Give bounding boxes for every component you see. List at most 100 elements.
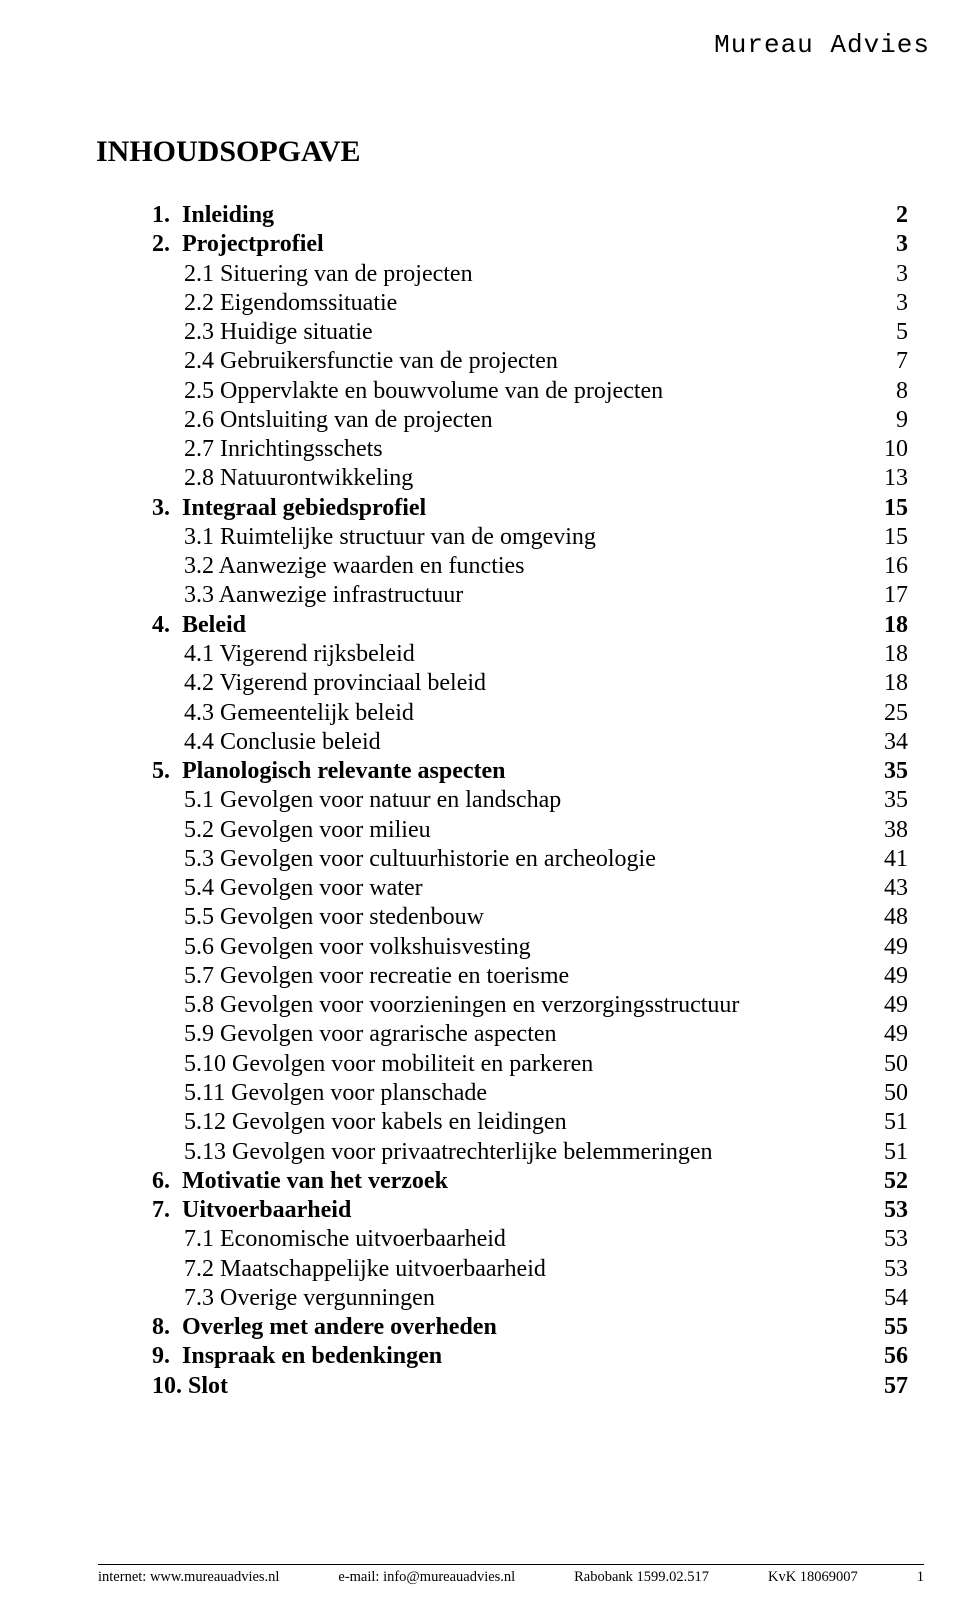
toc-page-number: 8 [868,377,908,406]
toc-page-number: 35 [868,786,908,815]
toc-page-number: 54 [868,1284,908,1313]
toc-row: 2.8 Natuurontwikkeling 13 [152,464,908,493]
toc-label: 2.7 Inrichtingsschets [152,435,383,464]
toc-label: 9. Inspraak en bedenkingen [152,1342,442,1371]
toc-label: 2.4 Gebruikersfunctie van de projecten [152,347,558,376]
toc-page-number: 15 [868,494,908,523]
table-of-contents: 1. Inleiding22. Projectprofiel32.1 Situe… [152,201,908,1401]
toc-label: 10. Slot [152,1372,228,1401]
toc-page-number: 5 [868,318,908,347]
toc-label: 5.2 Gevolgen voor milieu [152,816,431,845]
toc-label: 4. Beleid [152,611,246,640]
toc-page-number: 50 [868,1079,908,1108]
toc-label: 5.7 Gevolgen voor recreatie en toerisme [152,962,569,991]
toc-label: 3.1 Ruimtelijke structuur van de omgevin… [152,523,596,552]
toc-row: 1. Inleiding 2 [152,201,908,230]
footer-email: e-mail: info@mureauadvies.nl [338,1569,515,1586]
toc-row: 5.4 Gevolgen voor water 43 [152,874,908,903]
toc-label: 2.2 Eigendomssituatie [152,289,397,318]
toc-row: 5.9 Gevolgen voor agrarische aspecten 49 [152,1020,908,1049]
toc-label: 2.5 Oppervlakte en bouwvolume van de pro… [152,377,663,406]
toc-page-number: 25 [868,699,908,728]
toc-page-number: 43 [868,874,908,903]
toc-label: 7.1 Economische uitvoerbaarheid [152,1225,506,1254]
toc-page-number: 38 [868,816,908,845]
toc-page-number: 10 [868,435,908,464]
toc-label: 1. Inleiding [152,201,274,230]
toc-page-number: 34 [868,728,908,757]
toc-row: 5.3 Gevolgen voor cultuurhistorie en arc… [152,845,908,874]
toc-row: 3. Integraal gebiedsprofiel 15 [152,494,908,523]
toc-row: 4.3 Gemeentelijk beleid 25 [152,699,908,728]
toc-page-number: 49 [868,962,908,991]
toc-row: 7.1 Economische uitvoerbaarheid53 [152,1225,908,1254]
toc-page-number: 35 [868,757,908,786]
toc-label: 5.6 Gevolgen voor volkshuisvesting [152,933,531,962]
toc-page-number: 17 [868,581,908,610]
toc-page-number: 15 [868,523,908,552]
toc-row: 2.1 Situering van de projecten 3 [152,260,908,289]
toc-page-number: 41 [868,845,908,874]
toc-row: 6. Motivatie van het verzoek 52 [152,1167,908,1196]
toc-row: 7.3 Overige vergunningen54 [152,1284,908,1313]
footer-rule [98,1564,924,1565]
toc-row: 7.2 Maatschappelijke uitvoerbaarheid53 [152,1255,908,1284]
toc-row: 5.7 Gevolgen voor recreatie en toerisme 4… [152,962,908,991]
toc-row: 3.1 Ruimtelijke structuur van de omgevin… [152,523,908,552]
toc-label: 2.8 Natuurontwikkeling [152,464,413,493]
toc-label: 4.1 Vigerend rijksbeleid [152,640,415,669]
toc-page-number: 18 [868,611,908,640]
toc-label: 5.5 Gevolgen voor stedenbouw [152,903,484,932]
toc-row: 9. Inspraak en bedenkingen56 [152,1342,908,1371]
toc-label: 3. Integraal gebiedsprofiel [152,494,426,523]
toc-page-number: 3 [868,260,908,289]
toc-page-number: 13 [868,464,908,493]
toc-page-number: 57 [868,1372,908,1401]
toc-label: 5.13 Gevolgen voor privaatrechterlijke b… [152,1138,712,1167]
toc-row: 2.2 Eigendomssituatie3 [152,289,908,318]
toc-label: 5.11 Gevolgen voor planschade [152,1079,487,1108]
toc-label: 2.1 Situering van de projecten [152,260,473,289]
footer-internet: internet: www.mureauadvies.nl [98,1569,279,1586]
toc-page-number: 51 [868,1138,908,1167]
toc-row: 2.3 Huidige situatie 5 [152,318,908,347]
toc-page-number: 50 [868,1050,908,1079]
toc-row: 7. Uitvoerbaarheid 53 [152,1196,908,1225]
toc-page-number: 3 [868,230,908,259]
toc-label: 3.2 Aanwezige waarden en functies [152,552,525,581]
toc-label: 5.3 Gevolgen voor cultuurhistorie en arc… [152,845,656,874]
toc-label: 5.4 Gevolgen voor water [152,874,423,903]
toc-label: 5.8 Gevolgen voor voorzieningen en verzo… [152,991,739,1020]
footer-bank: Rabobank 1599.02.517 [574,1569,709,1586]
toc-row: 4.4 Conclusie beleid34 [152,728,908,757]
toc-row: 5.8 Gevolgen voor voorzieningen en verzo… [152,991,908,1020]
toc-page-number: 18 [868,669,908,698]
toc-page-number: 7 [868,347,908,376]
toc-page-number: 53 [868,1196,908,1225]
toc-page-number: 49 [868,991,908,1020]
toc-row: 2.5 Oppervlakte en bouwvolume van de pro… [152,377,908,406]
toc-label: 4.3 Gemeentelijk beleid [152,699,414,728]
toc-label: 5.1 Gevolgen voor natuur en landschap [152,786,561,815]
toc-row: 5.10 Gevolgen voor mobiliteit en parkere… [152,1050,908,1079]
toc-label: 5.9 Gevolgen voor agrarische aspecten [152,1020,557,1049]
toc-label: 8. Overleg met andere overheden [152,1313,497,1342]
toc-label: 7.2 Maatschappelijke uitvoerbaarheid [152,1255,546,1284]
toc-page-number: 49 [868,933,908,962]
toc-page-number: 51 [868,1108,908,1137]
toc-label: 6. Motivatie van het verzoek [152,1167,448,1196]
toc-page-number: 52 [868,1167,908,1196]
footer-kvk: KvK 18069007 [768,1569,858,1586]
toc-row: 5.2 Gevolgen voor milieu 38 [152,816,908,845]
toc-page-number: 49 [868,1020,908,1049]
toc-page-number: 48 [868,903,908,932]
toc-row: 3.2 Aanwezige waarden en functies16 [152,552,908,581]
toc-label: 2.3 Huidige situatie [152,318,373,347]
page-title: INHOUDSOPGAVE [96,135,908,169]
toc-row: 5.11 Gevolgen voor planschade 50 [152,1079,908,1108]
toc-label: 7. Uitvoerbaarheid [152,1196,351,1225]
toc-page-number: 2 [868,201,908,230]
toc-row: 2.4 Gebruikersfunctie van de projecten 7 [152,347,908,376]
toc-row: 8. Overleg met andere overheden55 [152,1313,908,1342]
header-brand: Mureau Advies [714,30,930,60]
